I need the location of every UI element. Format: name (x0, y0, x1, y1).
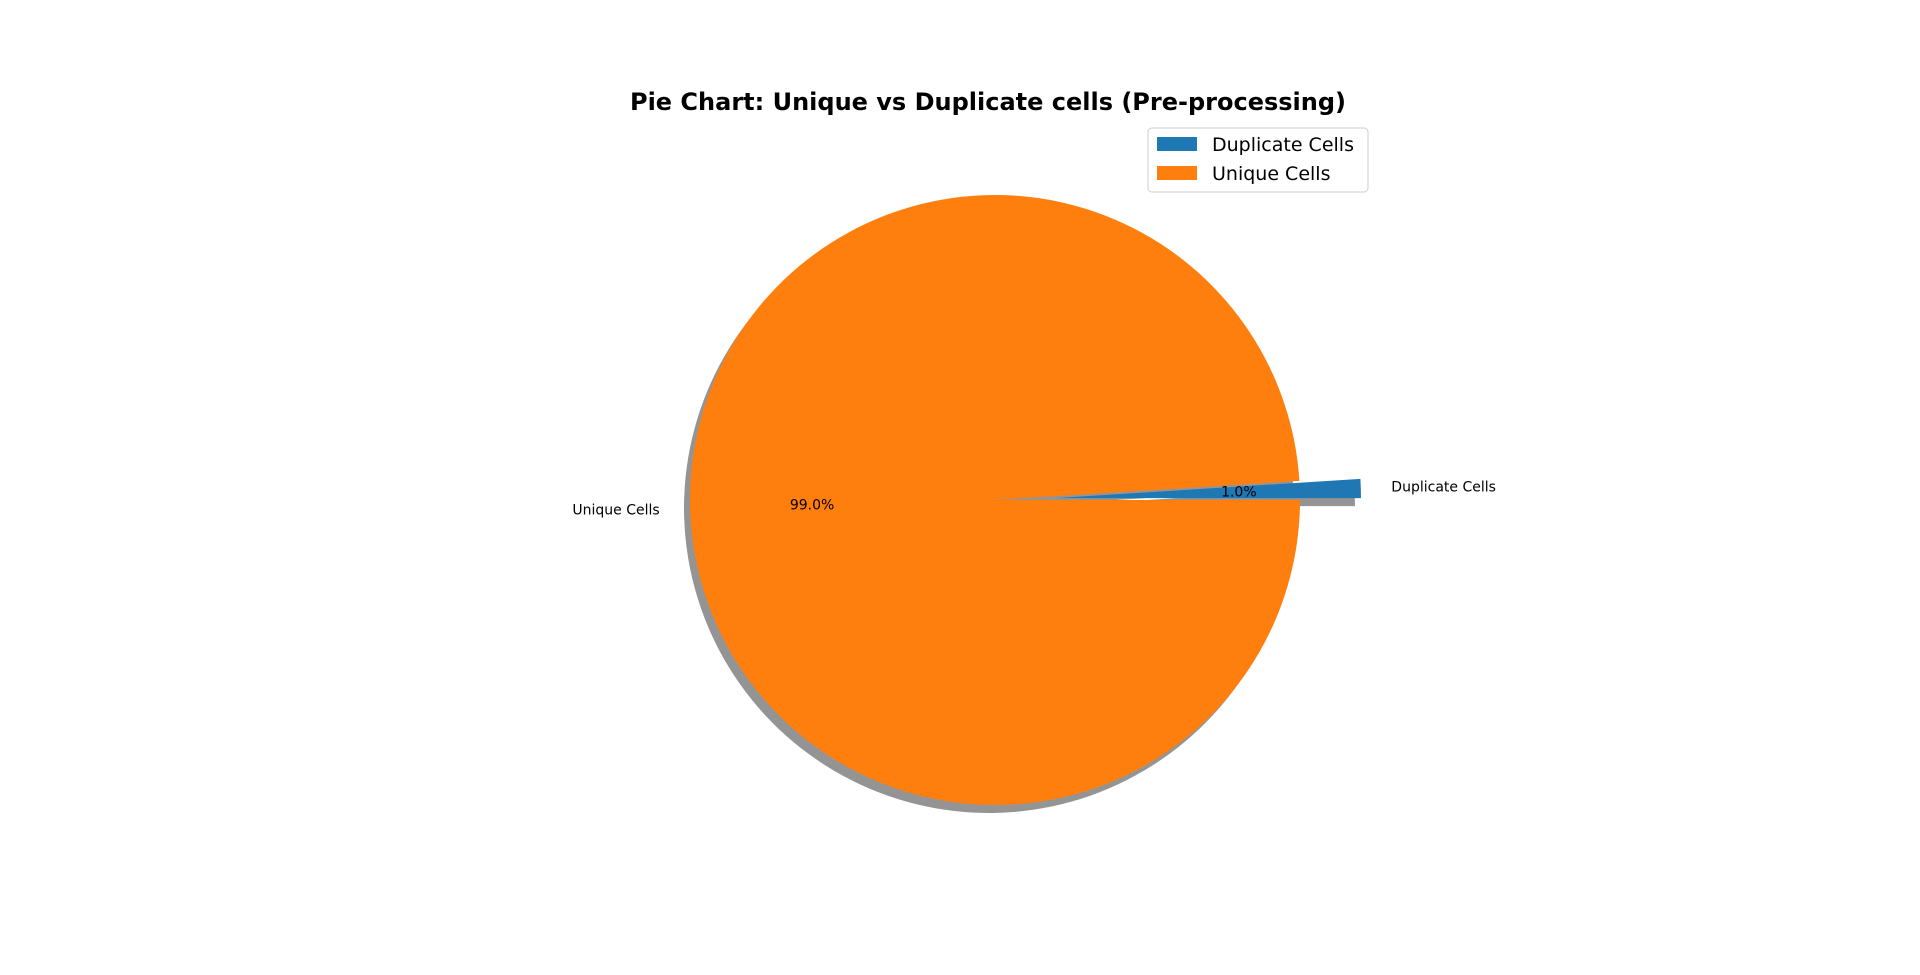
legend-swatch-duplicate-cells (1157, 137, 1197, 151)
slice-label-duplicate-cells: Duplicate Cells (1391, 480, 1496, 496)
legend-label-duplicate-cells: Duplicate Cells (1212, 134, 1354, 156)
pct-label-unique-cells: 99.0% (790, 498, 834, 514)
legend-label-unique-cells: Unique Cells (1212, 163, 1330, 185)
pct-label-duplicate-cells: 1.0% (1221, 484, 1257, 500)
pie-slices (690, 194, 1361, 805)
legend: Duplicate Cells Unique Cells (1147, 127, 1369, 193)
slice-unique-cells (690, 194, 1300, 805)
slice-duplicate-cells (1055, 478, 1361, 499)
legend-swatch-unique-cells (1157, 166, 1197, 180)
chart-title: Pie Chart: Unique vs Duplicate cells (Pr… (630, 88, 1346, 116)
slice-label-unique-cells: Unique Cells (572, 503, 659, 519)
legend-frame (1147, 127, 1369, 193)
pie-labels: Duplicate Cells 1.0% Unique Cells 99.0% (572, 480, 1496, 519)
